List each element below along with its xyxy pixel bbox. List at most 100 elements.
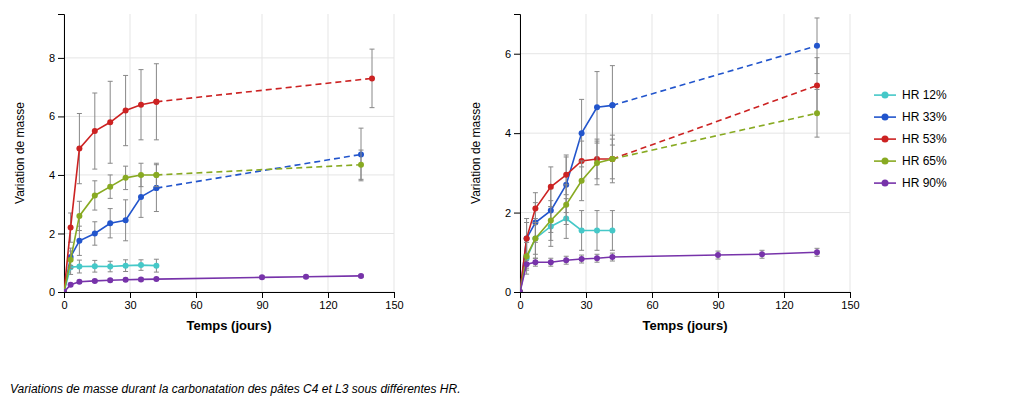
- error-bar: [108, 261, 113, 272]
- marker: [524, 253, 530, 259]
- y-axis-title: Variation de masse: [13, 102, 27, 204]
- x-axis: 0306090120150: [517, 292, 859, 311]
- marker: [153, 276, 159, 282]
- marker: [520, 289, 523, 292]
- y-tick-label: 4: [505, 127, 511, 139]
- error-bar: [123, 200, 128, 241]
- series: [64, 273, 364, 292]
- error-bar: [595, 254, 600, 262]
- marker: [138, 194, 144, 200]
- marker: [68, 257, 74, 263]
- marker: [520, 289, 523, 292]
- error-bar: [77, 260, 82, 273]
- marker: [594, 227, 600, 233]
- marker: [579, 178, 585, 184]
- error-bar: [610, 211, 615, 251]
- y-tick: 4: [505, 127, 520, 139]
- x-tick: 150: [385, 292, 403, 311]
- series: [609, 89, 820, 161]
- marker: [532, 235, 538, 241]
- error-bar: [154, 259, 159, 272]
- x-axis-title: Temps (jours): [187, 318, 272, 333]
- marker: [579, 130, 585, 136]
- marker: [138, 172, 144, 178]
- grid-line-x: [850, 14, 851, 292]
- error-bar: [524, 260, 529, 268]
- error-bar: [108, 209, 113, 238]
- marker: [609, 156, 615, 162]
- marker: [107, 220, 113, 226]
- caption: Variations de masse durant la carbonatat…: [10, 382, 460, 396]
- x-axis-title: Temps (jours): [643, 318, 728, 333]
- y-tick-mark: [514, 292, 520, 293]
- marker: [594, 160, 600, 166]
- marker: [358, 162, 364, 168]
- legend-item: HR 65%: [874, 154, 947, 168]
- line: [520, 159, 612, 292]
- error-bar: [533, 258, 538, 266]
- x-tick-mark: [586, 292, 587, 298]
- y-axis: 02468: [49, 15, 65, 299]
- marker: [609, 156, 615, 162]
- line: [64, 175, 156, 292]
- y-tick-label: 2: [49, 227, 55, 239]
- dashed-line: [156, 154, 361, 188]
- marker: [609, 156, 615, 162]
- grid-line-x: [784, 14, 785, 292]
- marker: [814, 82, 820, 88]
- x-tick: 150: [841, 292, 859, 311]
- x-tick-label: 120: [319, 299, 337, 311]
- grid-line-x: [328, 14, 329, 292]
- marker: [532, 206, 538, 212]
- grid-line-x: [394, 14, 395, 292]
- marker: [814, 249, 820, 255]
- x-tick-label: 90: [256, 299, 268, 311]
- grid-line-x: [652, 14, 653, 292]
- marker: [92, 278, 98, 284]
- error-bar: [595, 72, 600, 143]
- x-tick: 30: [580, 292, 592, 311]
- y-tick-label: 4: [49, 169, 55, 181]
- x-tick: 60: [190, 292, 202, 311]
- x-tick-label: 0: [517, 299, 523, 311]
- error-bar: [815, 248, 820, 256]
- marker: [153, 263, 159, 269]
- error-bar: [610, 66, 615, 145]
- marker: [76, 238, 82, 244]
- error-bar: [92, 181, 97, 210]
- marker: [594, 104, 600, 110]
- marker: [153, 99, 159, 105]
- x-tick-mark: [328, 292, 329, 298]
- x-axis: 0306090120150: [61, 292, 403, 311]
- error-bar: [92, 260, 97, 272]
- dashed-line: [156, 78, 372, 101]
- x-tick-label: 120: [775, 299, 793, 311]
- x-tick-mark: [784, 292, 785, 298]
- legend: HR 12%HR 33%HR 53%HR 65%HR 90%: [874, 88, 947, 190]
- marker: [814, 110, 820, 116]
- marker: [64, 289, 67, 292]
- error-bar: [123, 260, 128, 272]
- x-tick: 120: [319, 292, 337, 311]
- line: [520, 105, 612, 292]
- dashed-line: [612, 113, 817, 159]
- marker: [68, 225, 74, 231]
- legend-swatch-marker: [882, 180, 889, 187]
- legend-item: HR 53%: [874, 132, 947, 146]
- marker: [153, 172, 159, 178]
- y-axis: 0246: [505, 15, 521, 299]
- marker: [107, 119, 113, 125]
- error-bar: [533, 193, 538, 225]
- marker: [92, 230, 98, 236]
- marker: [609, 227, 615, 233]
- marker: [358, 273, 364, 279]
- marker: [524, 235, 530, 241]
- plot-area: [520, 18, 820, 292]
- x-tick: 90: [712, 292, 724, 311]
- error-bar: [139, 163, 144, 186]
- error-bar: [139, 70, 144, 140]
- marker: [138, 276, 144, 282]
- marker: [138, 102, 144, 108]
- marker: [759, 251, 765, 257]
- marker: [532, 259, 538, 265]
